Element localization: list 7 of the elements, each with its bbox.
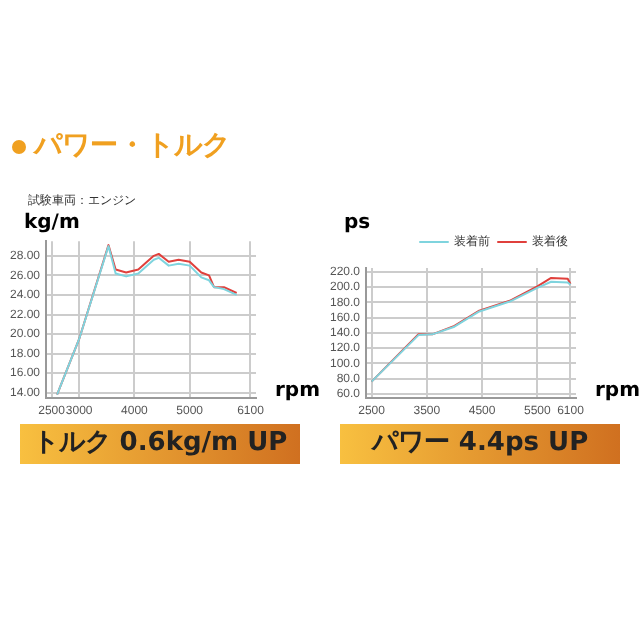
x-axis-title: rpm — [594, 380, 640, 402]
y-axis-title: ps — [344, 212, 371, 234]
text: トルク 0.6kg/m UP — [20, 424, 300, 464]
y-axis-title: kg/m — [24, 212, 80, 234]
text: パワー 4.4ps UP — [340, 424, 620, 464]
chart-title: パワー・トルク — [34, 128, 230, 164]
x-axis-title: rpm — [274, 380, 320, 402]
